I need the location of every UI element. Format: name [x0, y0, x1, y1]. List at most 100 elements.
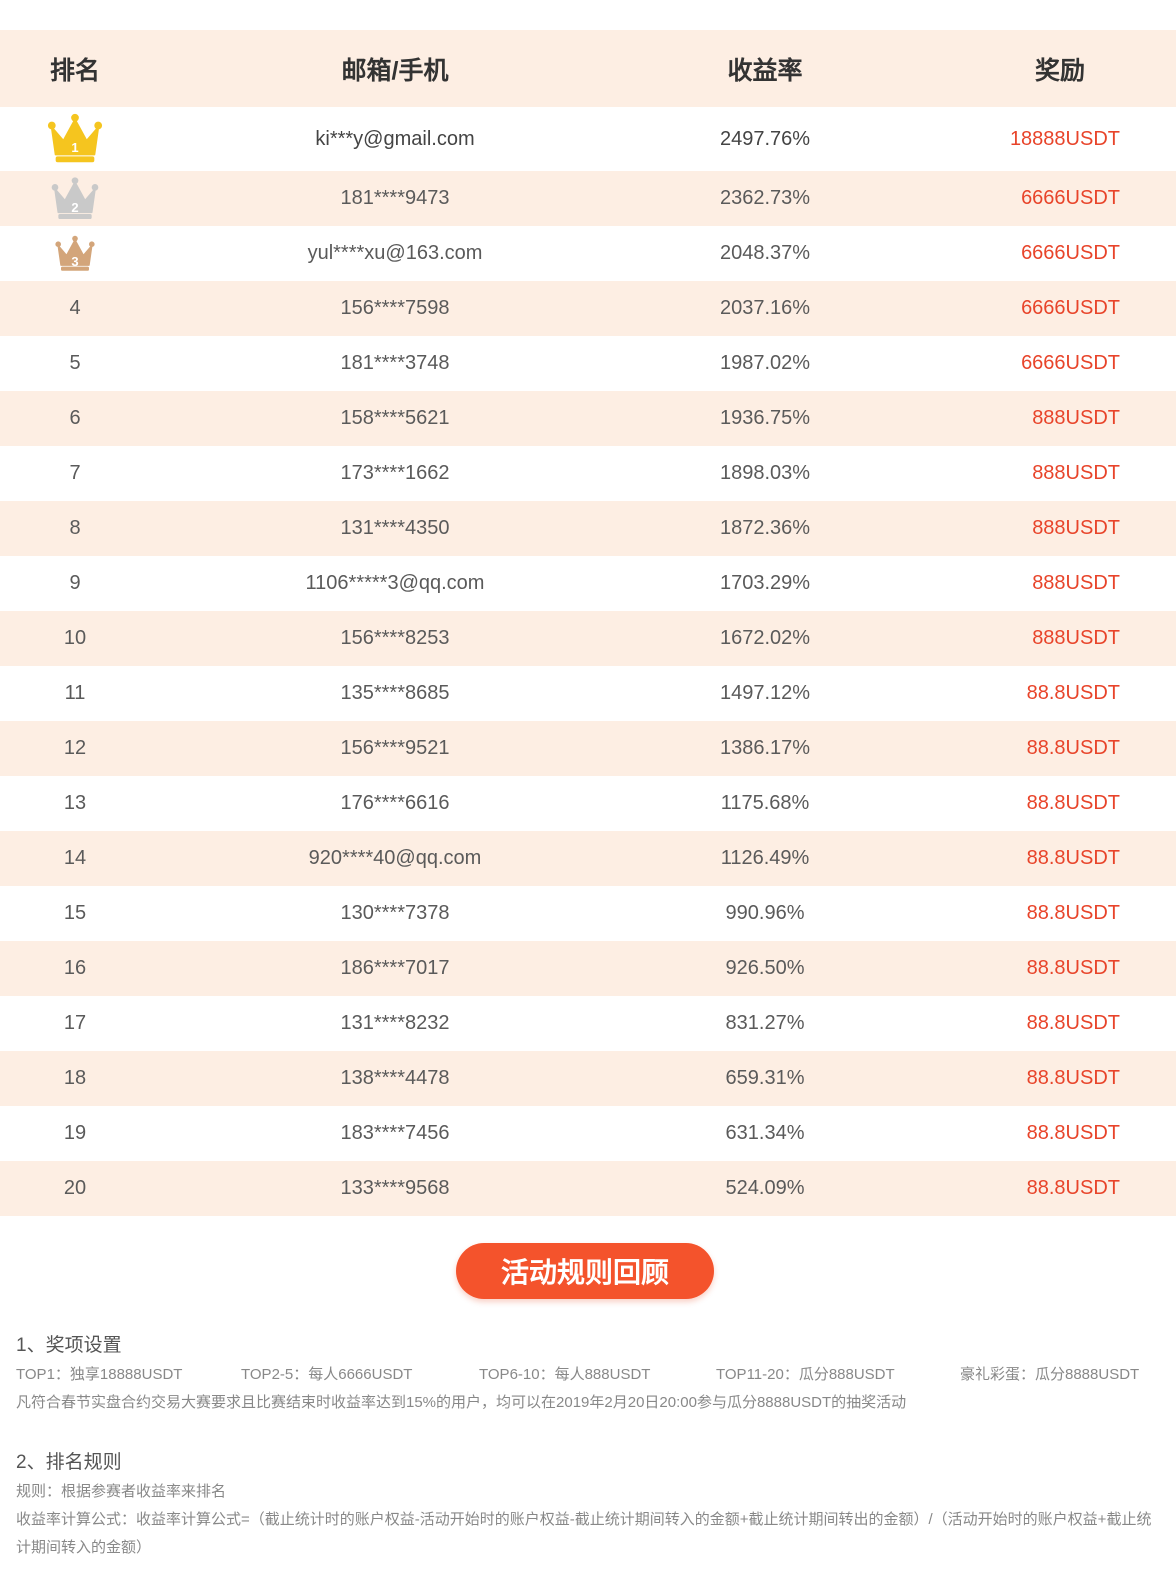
prize-top6-10: TOP6-10：每人888USDT: [479, 1366, 651, 1383]
rate-cell: 926.50%: [640, 941, 890, 996]
rank-value: 12: [63, 737, 87, 759]
rate-cell: 1386.17%: [640, 721, 890, 776]
rate-cell: 1936.75%: [640, 391, 890, 446]
rank-value: 9: [69, 572, 81, 594]
reward-cell: 888USDT: [960, 446, 1160, 501]
rate-value: 2362.73%: [719, 187, 811, 209]
user-cell: 920****40@qq.com: [245, 831, 545, 886]
user-cell: 176****6616: [245, 776, 545, 831]
reward-cell: 88.8USDT: [960, 666, 1160, 721]
reward-value: 88.8USDT: [1026, 1067, 1120, 1089]
rate-value: 631.34%: [725, 1122, 805, 1144]
reward-cell: 88.8USDT: [960, 1106, 1160, 1161]
rate-value: 1126.49%: [720, 847, 810, 869]
header-rank: 排名: [49, 56, 100, 85]
rate-value: 2037.16%: [719, 297, 811, 319]
user-cell: 158****5621: [245, 391, 545, 446]
rank-cell: 4: [0, 281, 150, 336]
rank-cell: 6: [0, 391, 150, 446]
table-row: 15 130****7378 990.96% 88.8USDT: [0, 886, 1176, 941]
rank-value: 15: [63, 902, 87, 924]
rank-value: 11: [64, 682, 86, 704]
user-value: 186****7017: [340, 957, 450, 979]
rules-section2-title: 2、排名规则: [16, 1452, 122, 1473]
reward-value: 88.8USDT: [1026, 737, 1120, 759]
reward-cell: 88.8USDT: [960, 1051, 1160, 1106]
rank-cell: 8: [0, 501, 150, 556]
rules-review-button[interactable]: 活动规则回顾: [456, 1243, 714, 1299]
reward-value: 88.8USDT: [1026, 1177, 1120, 1199]
rank-value: 4: [69, 297, 81, 319]
table-row: 16 186****7017 926.50% 88.8USDT: [0, 941, 1176, 996]
rules-section2-rule: 规则：根据参赛者收益率来排名: [16, 1483, 227, 1500]
reward-value: 88.8USDT: [1026, 1012, 1120, 1034]
reward-cell: 88.8USDT: [960, 941, 1160, 996]
user-cell: 131****4350: [245, 501, 545, 556]
reward-cell: 6666USDT: [960, 226, 1160, 281]
reward-value: 6666USDT: [1021, 352, 1120, 374]
user-value: 183****7456: [340, 1122, 450, 1144]
table-row: 8 131****4350 1872.36% 888USDT: [0, 501, 1176, 556]
reward-value: 18888USDT: [1009, 127, 1120, 150]
rank-value: 7: [69, 462, 81, 484]
user-value: 131****4350: [340, 517, 450, 539]
user-value: yul****xu@163.com: [307, 242, 483, 264]
reward-value: 88.8USDT: [1026, 957, 1120, 979]
user-value: 156****7598: [340, 297, 450, 319]
table-row: 7 173****1662 1898.03% 888USDT: [0, 446, 1176, 501]
rank-cell: 19: [0, 1106, 150, 1161]
rank-cell: 18: [0, 1051, 150, 1106]
rank-cell: 16: [0, 941, 150, 996]
user-value: 158****5621: [340, 407, 450, 429]
user-cell: 156****9521: [245, 721, 545, 776]
rate-cell: 1672.02%: [640, 611, 890, 666]
rate-value: 1898.03%: [719, 462, 811, 484]
table-row: 9 1106*****3@qq.com 1703.29% 888USDT: [0, 556, 1176, 611]
crown-rank-number: 1: [71, 140, 79, 156]
reward-value: 88.8USDT: [1026, 1122, 1120, 1144]
user-cell: 156****7598: [245, 281, 545, 336]
rate-cell: 631.34%: [640, 1106, 890, 1161]
prize-easter-egg: 豪礼彩蛋：瓜分8888USDT: [960, 1366, 1140, 1383]
prize-top11-20: TOP11-20：瓜分888USDT: [716, 1366, 895, 1383]
prize-top1: TOP1：独享18888USDT: [16, 1366, 183, 1383]
rank-cell: 9: [0, 556, 150, 611]
table-row: 2 181****9473 2362.73% 6666USDT: [0, 171, 1176, 226]
table-row: 14 920****40@qq.com 1126.49% 88.8USDT: [0, 831, 1176, 886]
rank-value: 19: [63, 1122, 87, 1144]
rank-cell: 20: [0, 1161, 150, 1216]
user-cell: 135****8685: [245, 666, 545, 721]
rate-value: 524.09%: [725, 1177, 805, 1199]
reward-value: 88.8USDT: [1026, 792, 1120, 814]
rate-cell: 1987.02%: [640, 336, 890, 391]
reward-value: 88.8USDT: [1026, 682, 1120, 704]
table-row: 3 yul****xu@163.com 2048.37% 6666USDT: [0, 226, 1176, 281]
rate-cell: 990.96%: [640, 886, 890, 941]
rules-section1-title: 1、奖项设置: [16, 1335, 122, 1356]
rate-cell: 1497.12%: [640, 666, 890, 721]
reward-value: 888USDT: [1032, 517, 1120, 539]
rank-value: 20: [63, 1177, 87, 1199]
reward-value: 88.8USDT: [1026, 902, 1120, 924]
reward-cell: 888USDT: [960, 501, 1160, 556]
rate-cell: 1703.29%: [640, 556, 890, 611]
reward-cell: 6666USDT: [960, 336, 1160, 391]
reward-cell: 88.8USDT: [960, 776, 1160, 831]
rate-cell: 831.27%: [640, 996, 890, 1051]
rank-value: 16: [63, 957, 87, 979]
header-rate: 收益率: [727, 56, 803, 85]
rate-cell: 2048.37%: [640, 226, 890, 281]
user-cell: 156****8253: [245, 611, 545, 666]
user-cell: 1106*****3@qq.com: [245, 556, 545, 611]
reward-cell: 18888USDT: [960, 107, 1160, 171]
reward-value: 888USDT: [1032, 462, 1120, 484]
reward-cell: 88.8USDT: [960, 1161, 1160, 1216]
rate-value: 1672.02%: [719, 627, 811, 649]
rate-cell: 2497.76%: [640, 107, 890, 171]
table-row: 10 156****8253 1672.02% 888USDT: [0, 611, 1176, 666]
rate-value: 2497.76%: [719, 127, 811, 150]
user-cell: yul****xu@163.com: [245, 226, 545, 281]
user-cell: 181****9473: [245, 171, 545, 226]
reward-cell: 888USDT: [960, 556, 1160, 611]
